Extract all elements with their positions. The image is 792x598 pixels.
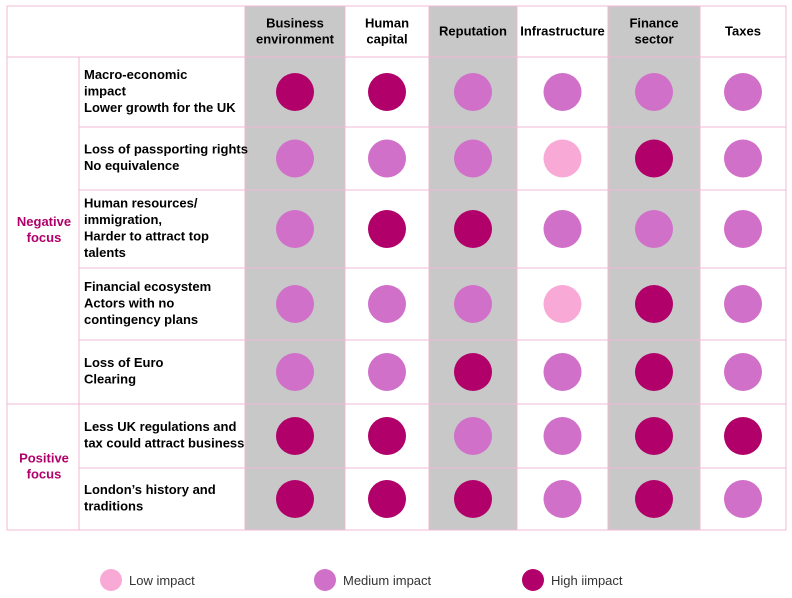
- column-header: Taxes: [725, 23, 761, 38]
- impact-dot-high: [276, 73, 314, 111]
- legend-medium-swatch: [314, 569, 336, 591]
- impact-dot-medium: [724, 285, 762, 323]
- impact-dot-medium: [635, 73, 673, 111]
- impact-dot-medium: [454, 285, 492, 323]
- impact-dot-medium: [368, 353, 406, 391]
- group-label: Positive focus: [19, 450, 69, 481]
- impact-dot-medium: [543, 417, 582, 455]
- impact-dot-high: [454, 353, 492, 391]
- legend-high-label: High iimpact: [551, 572, 623, 588]
- impact-dot-medium: [276, 353, 314, 391]
- impact-dot-high: [368, 417, 406, 455]
- column-header: Finance sector: [629, 15, 678, 46]
- impact-dot-medium: [724, 139, 762, 178]
- row-label: Loss of Euro Clearing: [84, 355, 164, 387]
- impact-dot-high: [635, 285, 673, 323]
- impact-dot-high: [276, 480, 314, 518]
- impact-dot-medium: [276, 139, 314, 178]
- legend-high: High iimpact: [522, 569, 623, 591]
- column-header: Reputation: [439, 23, 507, 38]
- impact-dot-medium: [276, 210, 314, 248]
- impact-dot-high: [724, 417, 762, 455]
- impact-dot-high: [368, 210, 406, 248]
- impact-dot-medium: [724, 73, 762, 111]
- impact-dot-high: [635, 353, 673, 391]
- row-label: Financial ecosystem Actors with no conting…: [84, 279, 211, 327]
- row-label: London’s history and traditions: [84, 482, 216, 514]
- impact-dot-high: [635, 139, 673, 178]
- column-header: Business environment: [256, 15, 335, 46]
- impact-dot-high: [368, 480, 406, 518]
- row-label: Loss of passporting rights No equivalence: [84, 142, 248, 174]
- legend-low-label: Low impact: [129, 572, 195, 588]
- impact-dot-medium: [543, 210, 582, 248]
- impact-dot-medium: [543, 73, 582, 111]
- impact-dot-low: [543, 139, 582, 178]
- impact-dot-low: [543, 285, 582, 323]
- impact-dot-medium: [276, 285, 314, 323]
- impact-dot-high: [368, 73, 406, 111]
- legend-medium-label: Medium impact: [343, 572, 432, 588]
- row-label: Less UK regulations and tax could attract…: [84, 419, 244, 451]
- impact-dot-medium: [368, 139, 406, 178]
- impact-dot-medium: [543, 353, 582, 391]
- impact-dot-medium: [724, 353, 762, 391]
- impact-dot-medium: [368, 285, 406, 323]
- impact-dot-high: [635, 480, 673, 518]
- row-label: Macro-economic impact Lower growth for the…: [84, 67, 236, 115]
- legend-low: Low impact: [100, 569, 195, 591]
- legend-medium: Medium impact: [314, 569, 431, 591]
- impact-dot-high: [276, 417, 314, 455]
- group-label: Negative focus: [17, 214, 71, 245]
- legend-low-swatch: [100, 569, 122, 591]
- impact-dot-medium: [724, 210, 762, 248]
- column-header: Human capital: [365, 15, 409, 46]
- column-header: Infrastructure: [520, 23, 605, 38]
- impact-dot-high: [454, 210, 492, 248]
- row-label: Human resources/immigration, Harder to at…: [84, 196, 209, 261]
- impact-dot-medium: [543, 480, 582, 518]
- impact-dot-medium: [724, 480, 762, 518]
- impact-dot-medium: [454, 73, 492, 111]
- impact-dot-medium: [454, 417, 492, 455]
- legend-high-swatch: [522, 569, 544, 591]
- impact-dot-medium: [454, 139, 492, 178]
- impact-dot-high: [635, 417, 673, 455]
- impact-dot-high: [454, 480, 492, 518]
- impact-dot-medium: [635, 210, 673, 248]
